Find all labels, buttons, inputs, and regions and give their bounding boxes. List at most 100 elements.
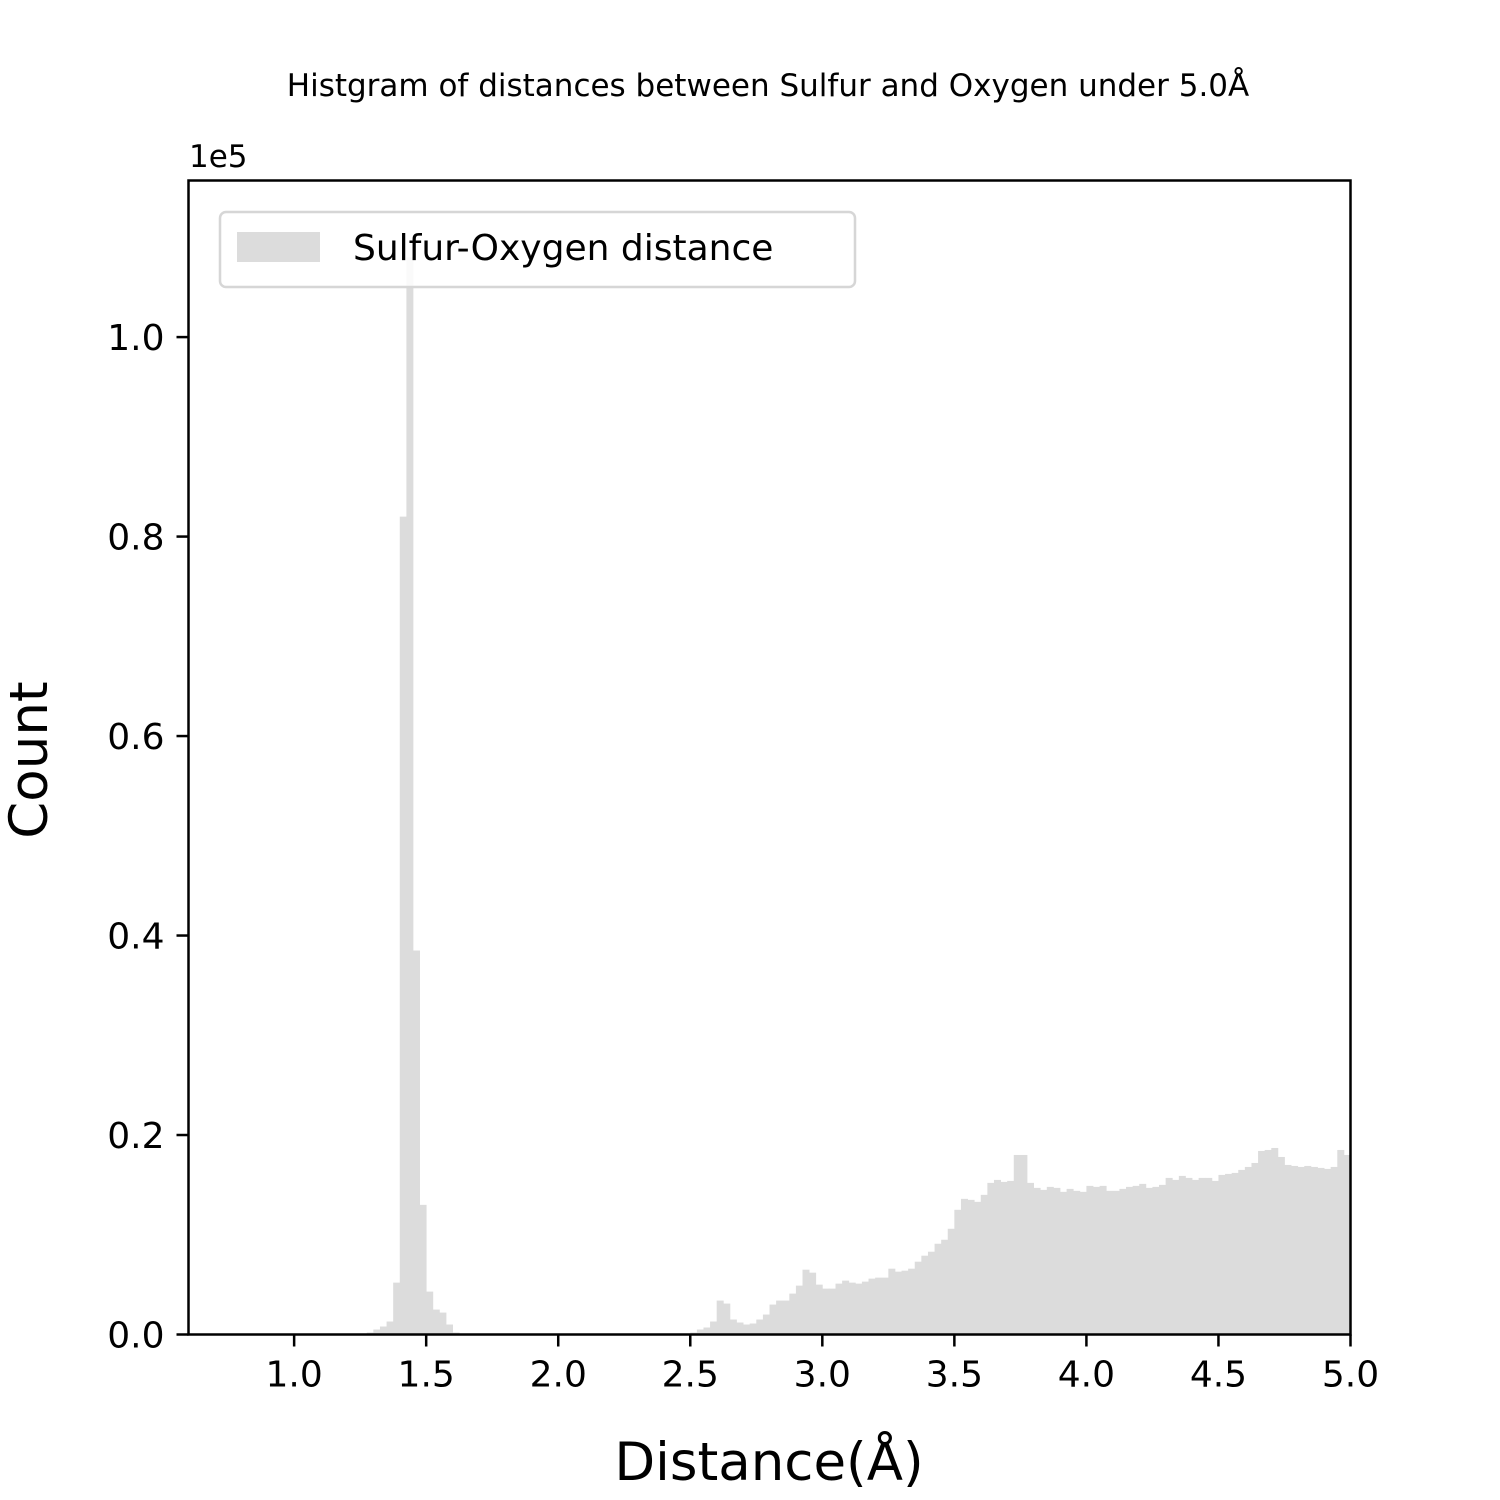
y-tick-label: 0.4 <box>107 917 164 958</box>
chart-title: Histgram of distances between Sulfur and… <box>287 68 1249 104</box>
histogram-bar <box>1297 1166 1305 1335</box>
histogram-bar <box>835 1283 843 1335</box>
histogram-bar <box>967 1199 975 1335</box>
histogram-bar <box>941 1239 949 1335</box>
y-tick-label: 1.0 <box>107 318 164 359</box>
y-tick-label: 0.2 <box>107 1116 164 1157</box>
histogram-bar <box>419 1204 427 1335</box>
histogram-bar <box>1132 1185 1140 1335</box>
histogram-bar <box>1126 1186 1134 1335</box>
histogram-bar <box>809 1272 817 1335</box>
y-tick-label: 0.8 <box>107 518 164 559</box>
histogram-bar <box>947 1228 955 1335</box>
histogram-bar <box>756 1319 764 1335</box>
histogram-bar <box>908 1268 916 1335</box>
histogram-bar <box>1284 1164 1292 1335</box>
histogram-bar <box>1251 1162 1259 1335</box>
legend-swatch <box>237 232 320 262</box>
histogram-bar <box>934 1243 942 1335</box>
histogram-bar <box>379 1326 387 1335</box>
histogram-bar <box>881 1277 889 1335</box>
x-tick-label: 4.0 <box>1058 1355 1115 1396</box>
histogram-bar <box>1073 1190 1081 1335</box>
histogram-bar <box>993 1179 1001 1335</box>
histogram-bar <box>432 1309 440 1335</box>
histogram-bar <box>1324 1168 1332 1335</box>
y-axis-label: Count <box>0 681 60 838</box>
x-axis-label: Distance(Å) <box>614 1429 923 1493</box>
histogram-bar <box>901 1270 909 1335</box>
histogram-bar <box>445 1324 453 1335</box>
histogram-bar <box>1185 1177 1193 1335</box>
histogram-bar <box>1310 1166 1318 1335</box>
histogram-bar <box>373 1329 381 1335</box>
x-tick-label: 2.0 <box>530 1355 587 1396</box>
histogram-bar <box>696 1329 704 1335</box>
histogram-bar <box>1007 1180 1015 1335</box>
x-tick-label: 3.5 <box>926 1355 983 1396</box>
histogram-bar <box>1099 1185 1107 1335</box>
x-tick-label: 1.5 <box>398 1355 455 1396</box>
histogram-bar <box>710 1321 718 1335</box>
histogram-bar <box>1304 1165 1312 1335</box>
histogram-bar <box>1165 1177 1173 1335</box>
histogram-bar <box>1033 1187 1041 1335</box>
histogram-bar <box>815 1284 823 1335</box>
histogram-bar <box>822 1288 830 1335</box>
histogram-bar <box>1159 1184 1167 1335</box>
histogram-bar <box>960 1198 968 1335</box>
histogram-bar <box>393 1282 401 1335</box>
y-offset-label: 1e5 <box>189 139 248 175</box>
histogram-bar <box>914 1261 922 1335</box>
histogram-bar <box>1139 1183 1147 1335</box>
histogram-bar <box>868 1278 876 1335</box>
x-tick-label: 5.0 <box>1322 1355 1379 1396</box>
histogram-bar <box>1066 1188 1074 1335</box>
histogram-bar <box>1198 1177 1206 1335</box>
histogram-bar <box>769 1304 777 1335</box>
histogram-bar <box>1330 1166 1338 1335</box>
histogram-bar <box>1079 1191 1087 1335</box>
histogram-bar <box>1093 1186 1101 1335</box>
x-axis-ticks: 1.0 1.5 2.0 2.5 3.0 3.5 4.0 4.5 5.0 <box>266 1334 1379 1396</box>
histogram-bar <box>426 1291 434 1335</box>
histogram-bar <box>1343 1154 1351 1335</box>
histogram-bar <box>1013 1154 1021 1335</box>
histogram-bar <box>1337 1149 1345 1335</box>
histogram-bar <box>974 1201 982 1335</box>
histogram-bar <box>749 1323 757 1335</box>
legend: Sulfur-Oxygen distance <box>218 210 857 289</box>
histogram-bar <box>1086 1185 1094 1335</box>
histogram-bar <box>1264 1149 1272 1335</box>
histogram-bar <box>1231 1172 1239 1335</box>
histogram-bar <box>399 516 407 1335</box>
histogram-bar <box>888 1268 896 1335</box>
histogram-bar <box>848 1282 856 1335</box>
x-tick-label: 4.5 <box>1190 1355 1247 1396</box>
histogram-bar <box>1244 1166 1252 1335</box>
histogram-bar <box>723 1303 731 1335</box>
histogram-bar <box>828 1288 836 1335</box>
histogram-bar <box>894 1271 902 1335</box>
histogram-bar <box>1178 1175 1186 1335</box>
histogram-bar <box>1040 1189 1048 1335</box>
histogram-bar <box>875 1277 883 1335</box>
histogram-bar <box>1119 1188 1127 1335</box>
y-axis-ticks: 0.0 0.2 0.4 0.6 0.8 1.0 <box>107 318 189 1357</box>
histogram-bar <box>1277 1156 1285 1335</box>
histogram-bar <box>802 1269 810 1335</box>
histogram-bar <box>386 1321 394 1335</box>
histogram-bar <box>1172 1179 1180 1335</box>
y-tick-label: 0.0 <box>107 1316 164 1357</box>
legend-box <box>218 210 857 289</box>
histogram-bar <box>782 1300 790 1335</box>
histogram-bar <box>861 1281 869 1335</box>
histogram-bar <box>855 1283 863 1335</box>
x-tick-label: 2.5 <box>662 1355 719 1396</box>
histogram-bar <box>406 257 414 1335</box>
x-tick-label: 3.0 <box>794 1355 851 1396</box>
histogram-bar <box>1046 1186 1054 1335</box>
histogram-bar <box>1152 1186 1160 1335</box>
histogram-bar <box>1053 1187 1061 1335</box>
